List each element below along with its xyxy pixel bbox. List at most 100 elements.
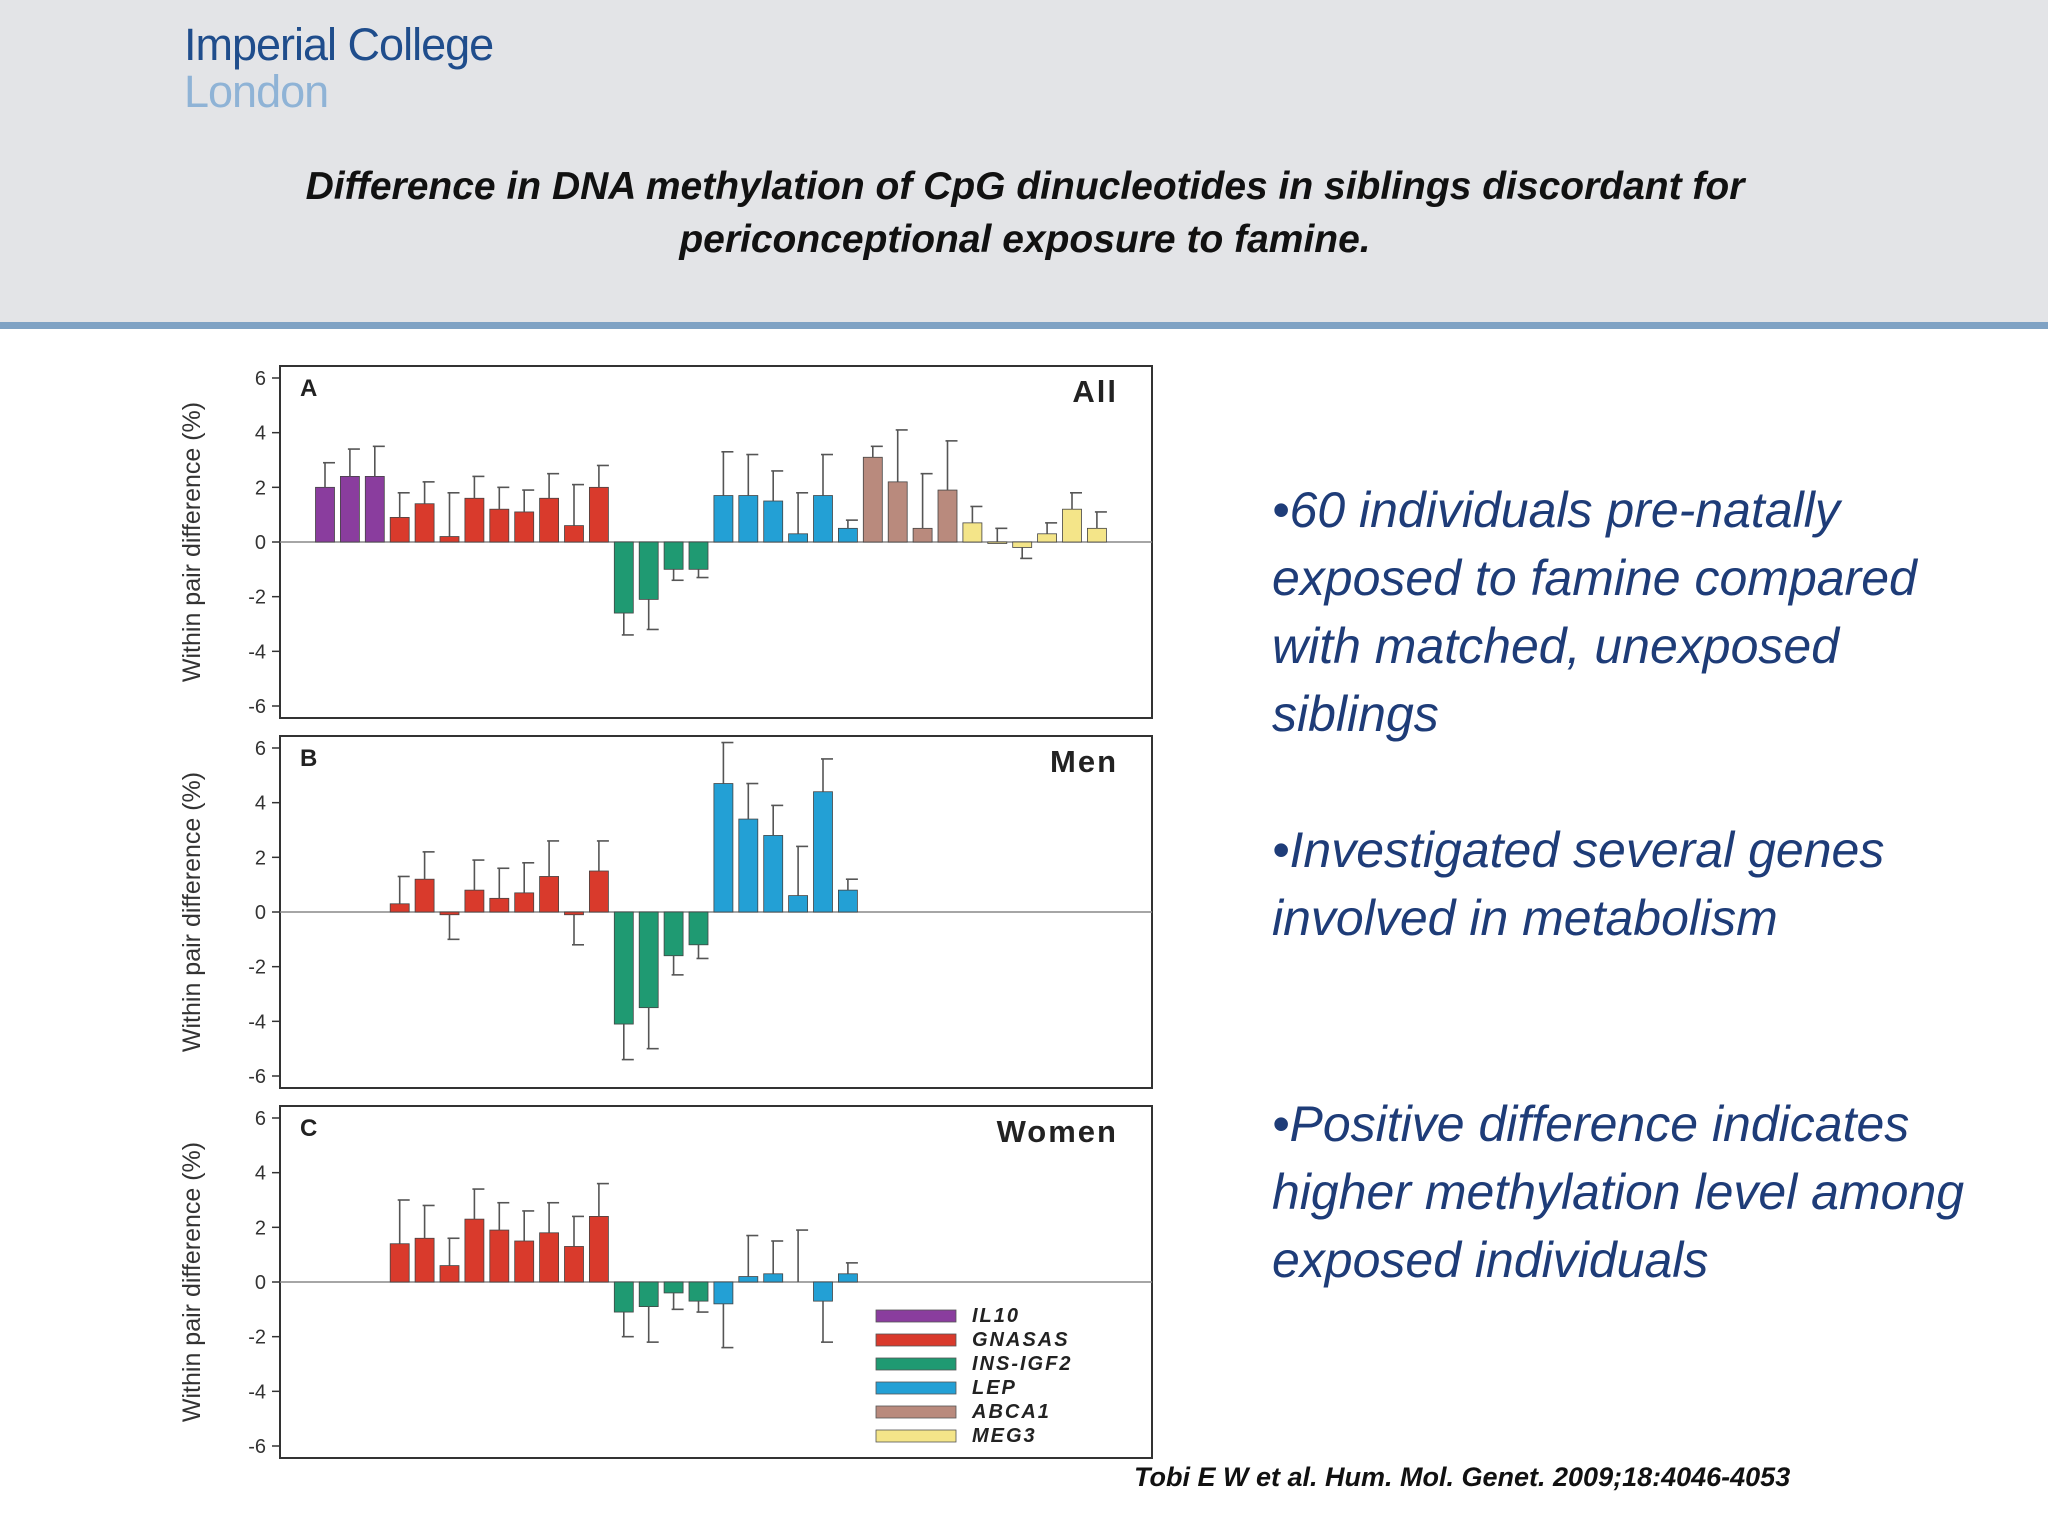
bar-gnasas <box>464 497 485 543</box>
bar-gnasas <box>439 1265 460 1283</box>
bullet-point-3: •Positive difference indicates higher me… <box>1272 1096 1965 1288</box>
bar-gnasas <box>489 508 510 543</box>
y-tick-label: -6 <box>248 1066 266 1088</box>
y-tick-label: 0 <box>255 902 266 924</box>
y-tick-label: -2 <box>248 1327 266 1349</box>
bar-ins-igf2 <box>638 541 659 600</box>
bar-gnasas <box>514 1240 535 1283</box>
bar-lep <box>713 783 734 913</box>
panel-letter: B <box>300 745 317 772</box>
bar-meg3 <box>1062 508 1082 543</box>
bar-abca1 <box>912 527 933 543</box>
chart-panel-c: 6 4 2 0 -2 -4 -6 Within pair difference (%) C Wom… <box>178 1105 1153 1459</box>
bullet-point-1: •60 individuals pre-natally exposed to f… <box>1272 482 1917 742</box>
y-tick-label: 4 <box>255 793 266 815</box>
bar-ins-igf2 <box>613 541 634 614</box>
bar-ins-igf2 <box>638 911 659 1009</box>
bar-gnasas <box>588 486 609 543</box>
y-tick-label: 2 <box>255 1217 266 1239</box>
bar-gnasas <box>439 536 460 543</box>
bar-gnasas <box>564 911 584 916</box>
bar-abca1 <box>862 456 883 543</box>
bar-lep <box>838 527 858 543</box>
legend-label: IL10 <box>972 1305 1020 1327</box>
legend-label: GNASAS <box>972 1329 1070 1351</box>
y-axis-label: Within pair difference (%) <box>178 772 206 1052</box>
header-divider <box>0 322 2048 329</box>
legend-swatch <box>875 1405 957 1419</box>
chart-panel-a: 6 4 2 0 -2 -4 -6 Within pair difference (%) A All <box>178 365 1153 719</box>
bar-gnasas <box>389 1243 410 1283</box>
bar-ins-igf2 <box>613 911 634 1025</box>
bar-lep <box>813 791 833 913</box>
bar-ins-igf2 <box>688 911 709 946</box>
bar-gnasas <box>414 1237 435 1283</box>
bar-lep <box>763 500 784 543</box>
bar-meg3 <box>1087 527 1107 543</box>
bar-gnasas <box>588 870 609 913</box>
y-tick-label: -2 <box>248 957 266 979</box>
bar-meg3 <box>1012 541 1033 548</box>
y-axis-label: Within pair difference (%) <box>178 402 206 682</box>
bar-lep <box>738 1276 759 1283</box>
legend-label: LEP <box>972 1377 1017 1399</box>
citation: Tobi E W et al. Hum. Mol. Genet. 2009;18… <box>1134 1462 1791 1492</box>
legend-swatch <box>875 1333 957 1347</box>
imperial-college-logo: Imperial College London <box>184 19 494 114</box>
bar-gnasas <box>539 497 560 543</box>
bar-lep <box>813 495 833 543</box>
bar-gnasas <box>514 511 535 543</box>
y-tick-label: 2 <box>255 847 266 869</box>
bar-meg3 <box>962 522 983 543</box>
y-tick-label: 2 <box>255 477 266 499</box>
panel-title: All <box>1072 374 1118 409</box>
bar-gnasas <box>439 911 460 916</box>
y-tick-label: 0 <box>255 1272 266 1294</box>
panel-letter: C <box>300 1115 317 1142</box>
bar-lep <box>738 818 759 913</box>
bar-lep <box>763 1273 784 1283</box>
bar-meg3 <box>987 541 1008 544</box>
bar-gnasas <box>414 878 435 913</box>
y-tick-label: -4 <box>248 1381 266 1403</box>
bar-lep <box>838 889 858 913</box>
y-axis-label: Within pair difference (%) <box>178 1142 206 1422</box>
legend-label: ABCA1 <box>971 1401 1051 1423</box>
y-tick-label: -2 <box>248 587 266 609</box>
legend-swatch <box>875 1381 957 1395</box>
legend-swatch <box>875 1429 957 1443</box>
slide-title: Difference in DNA methylation of CpG din… <box>305 165 1745 261</box>
slide-header: Imperial College London Difference in DN… <box>0 0 2048 322</box>
bar-gnasas <box>389 516 410 543</box>
y-tick-label: 6 <box>255 738 266 760</box>
bar-ins-igf2 <box>613 1281 634 1313</box>
bar-lep <box>713 1281 734 1305</box>
bar-gnasas <box>489 897 510 913</box>
y-tick-label: -6 <box>248 1436 266 1458</box>
y-tick-label: 6 <box>255 1108 266 1130</box>
bar-gnasas <box>564 525 584 543</box>
bar-lep <box>738 495 759 543</box>
bar-lep <box>838 1273 858 1283</box>
panel-letter: A <box>300 375 317 402</box>
bar-il10 <box>315 486 335 543</box>
bar-lep <box>813 1281 833 1302</box>
legend-swatch <box>875 1357 957 1371</box>
y-tick-label: -4 <box>248 641 266 663</box>
legend-label: INS-IGF2 <box>972 1353 1072 1375</box>
panel-title: Men <box>1050 744 1118 779</box>
bar-ins-igf2 <box>688 541 709 570</box>
bar-lep <box>788 533 808 543</box>
panel-title: Women <box>997 1114 1118 1149</box>
y-tick-label: -4 <box>248 1011 266 1033</box>
bar-ins-igf2 <box>688 1281 709 1302</box>
bar-lep <box>713 495 734 543</box>
logo-line-1: Imperial College <box>184 19 494 70</box>
bar-gnasas <box>464 1218 485 1283</box>
bar-lep <box>763 835 784 913</box>
bar-abca1 <box>887 481 908 543</box>
bar-il10 <box>339 476 360 543</box>
bar-gnasas <box>464 889 485 913</box>
bar-gnasas <box>489 1229 510 1283</box>
bar-gnasas <box>564 1246 584 1283</box>
